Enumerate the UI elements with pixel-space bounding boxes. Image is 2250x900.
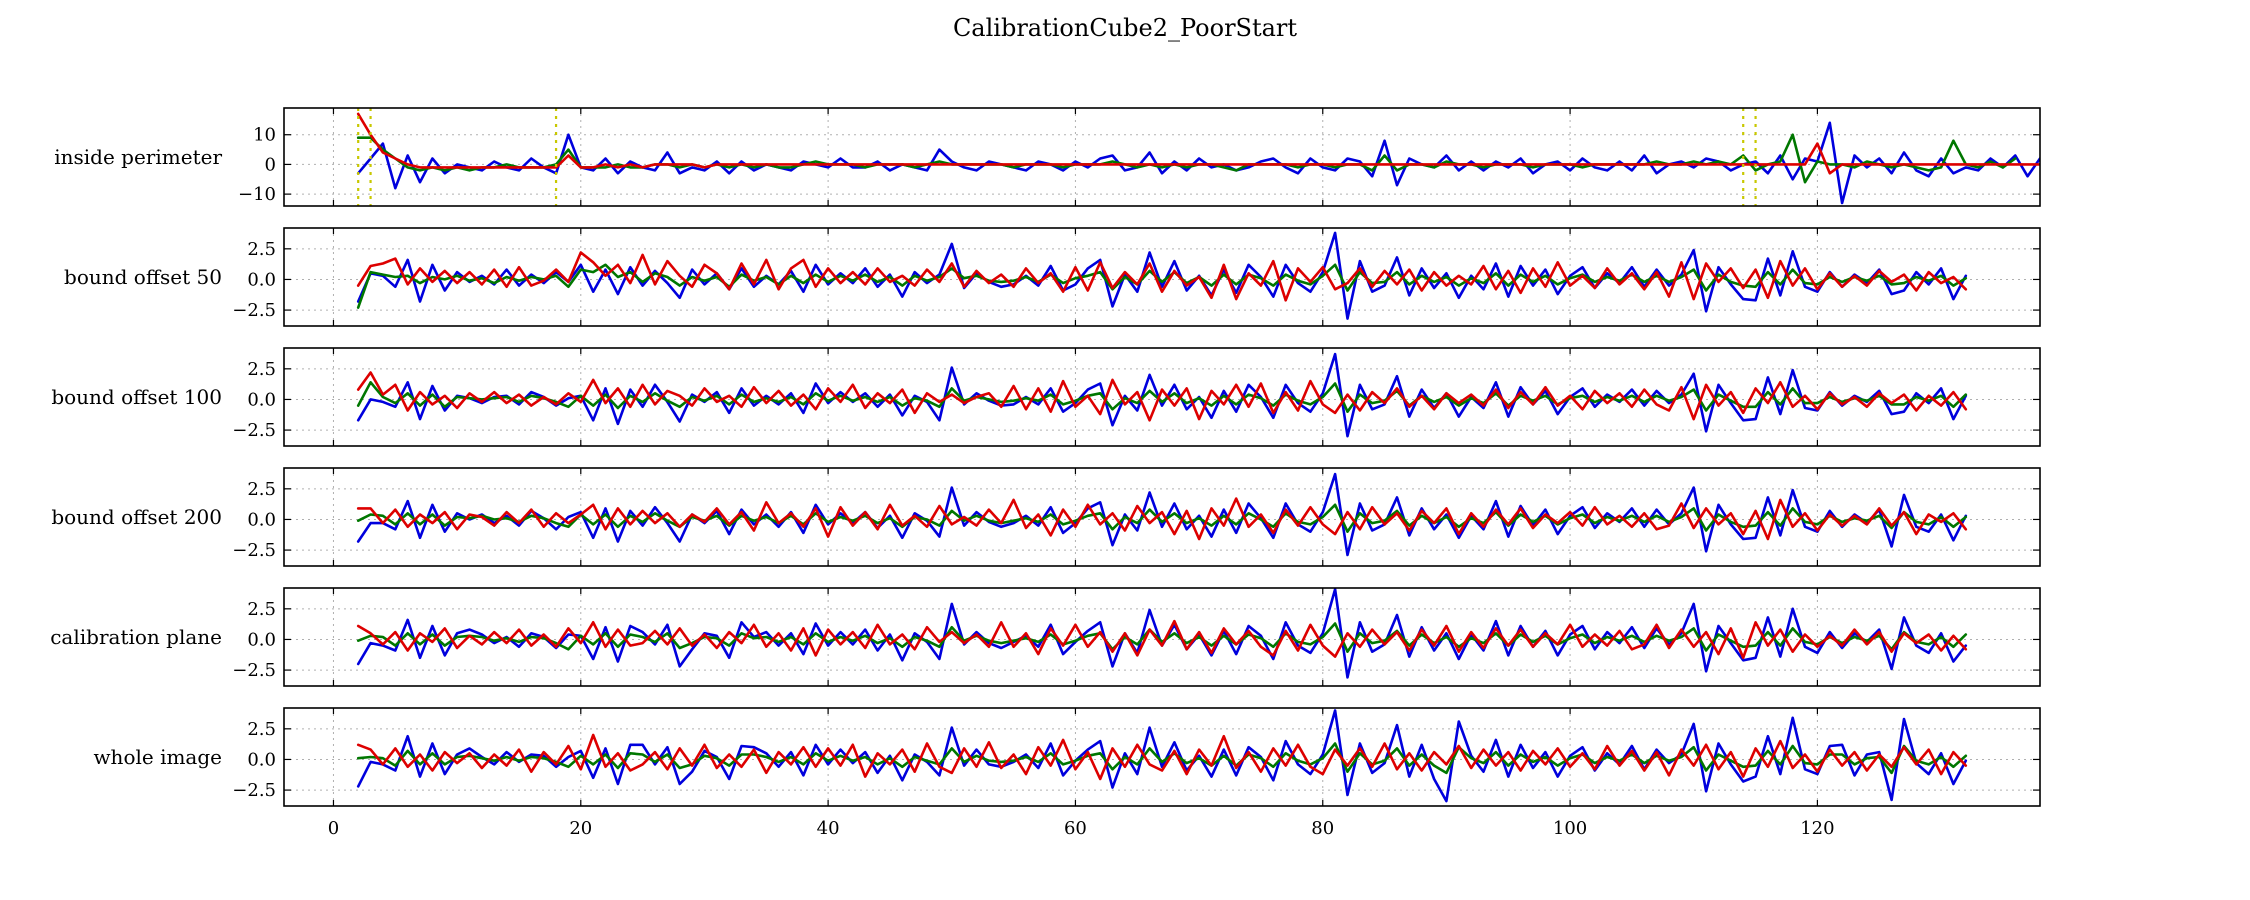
series-line-red — [356, 497, 1968, 541]
panel-5: whole image −2.5 0.0 2.5 — [93, 707, 2041, 807]
y-tick-label: 0.0 — [247, 269, 276, 290]
panel-frame — [283, 587, 2041, 687]
y-tick-label: 2.5 — [247, 599, 276, 620]
series-line-green — [356, 133, 2017, 184]
x-axis: 0 20 40 60 80 100 120 — [328, 818, 1835, 839]
y-tick-label: 2.5 — [247, 359, 276, 380]
panel-plot-area — [356, 231, 1968, 320]
x-tick-label: 40 — [817, 818, 840, 839]
y-tick-label: 2.5 — [247, 479, 276, 500]
series-line-green — [356, 263, 1968, 309]
panel-frame — [283, 227, 2041, 327]
x-tick-label: 100 — [1553, 818, 1587, 839]
x-tick-label: 60 — [1064, 818, 1087, 839]
series-line-red — [356, 619, 1968, 660]
y-tick-label: −2.5 — [232, 660, 276, 681]
panel-plot-area — [356, 108, 2040, 206]
x-tick-label: 80 — [1311, 818, 1334, 839]
y-tick-label: 0.0 — [247, 629, 276, 650]
panel-frame — [283, 467, 2041, 567]
panel-plot-area — [356, 588, 1968, 679]
panel-0: inside perimeter −10 0 10 — [54, 107, 2041, 207]
y-tick-label: −2.5 — [232, 780, 276, 801]
y-tick-label: −2.5 — [232, 420, 276, 441]
panel-frame — [283, 107, 2041, 207]
series-line-red — [356, 112, 2040, 175]
panel-label: calibration plane — [50, 625, 222, 649]
y-tick-label: 10 — [253, 125, 276, 146]
panel-label: inside perimeter — [54, 145, 222, 169]
panel-1: bound offset 50 −2.5 0.0 2.5 — [64, 227, 2041, 327]
y-tick-label: 0.0 — [247, 389, 276, 410]
panel-3: bound offset 200 −2.5 0.0 2.5 — [51, 467, 2041, 567]
y-tick-label: 0.0 — [247, 749, 276, 770]
panel-plot-area — [356, 472, 1968, 557]
y-tick-label: 0.0 — [247, 509, 276, 530]
panel-plot-area — [356, 709, 1968, 803]
y-tick-label: 2.5 — [247, 239, 276, 260]
series-line-green — [356, 622, 1968, 654]
panel-2: bound offset 100 −2.5 0.0 2.5 — [51, 347, 2041, 447]
panels-group: inside perimeter −10 0 10 bound offset 50 −2.… — [50, 107, 2041, 807]
series-line-blue — [356, 352, 1968, 438]
chart-title: CalibrationCube2_PoorStart — [953, 14, 1297, 42]
series-line-red — [356, 371, 1968, 422]
panel-label: bound offset 200 — [51, 505, 222, 529]
panel-label: whole image — [93, 745, 222, 769]
y-tick-label: −2.5 — [232, 540, 276, 561]
y-tick-label: −2.5 — [232, 300, 276, 321]
x-tick-label: 120 — [1800, 818, 1834, 839]
panel-label: bound offset 100 — [51, 385, 222, 409]
y-tick-label: 0 — [265, 154, 276, 175]
panel-4: calibration plane −2.5 0.0 2.5 — [50, 587, 2041, 687]
series-line-green — [356, 742, 1968, 775]
series-line-blue — [356, 709, 1968, 803]
x-tick-label: 20 — [569, 818, 592, 839]
panel-label: bound offset 50 — [64, 265, 222, 289]
panel-plot-area — [356, 352, 1968, 438]
y-tick-label: 2.5 — [247, 719, 276, 740]
y-tick-label: −10 — [238, 184, 276, 205]
x-tick-label: 0 — [328, 818, 339, 839]
panel-frame — [283, 707, 2041, 807]
series-line-blue — [356, 121, 2040, 205]
panel-frame — [283, 347, 2041, 447]
series-line-red — [356, 733, 1968, 781]
series-line-red — [356, 251, 1968, 302]
